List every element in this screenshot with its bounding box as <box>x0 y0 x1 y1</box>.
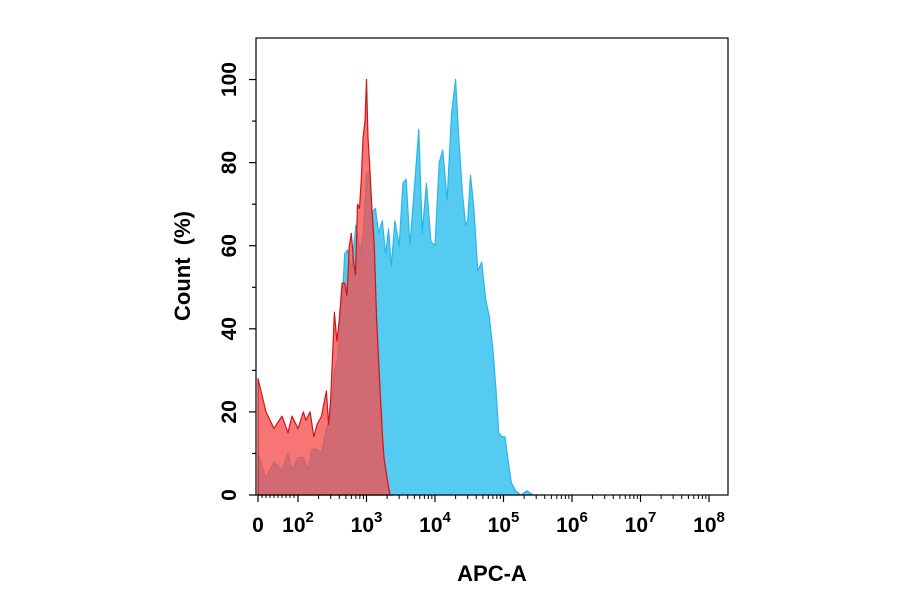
x-tick-label: 0 <box>252 514 264 537</box>
x-tick-label: 102 <box>282 509 314 537</box>
x-axis-title: APC-A <box>457 561 527 586</box>
y-tick-label: 20 <box>218 400 241 423</box>
y-tick-label: 40 <box>218 317 241 340</box>
x-tick-label: 108 <box>693 509 725 537</box>
y-axis-title: Count (%) <box>170 211 195 321</box>
plot-frame <box>255 37 729 496</box>
x-tick-label: 105 <box>488 509 520 537</box>
x-tick-label: 103 <box>351 509 383 537</box>
series-2-area <box>257 78 395 496</box>
x-tick-label: 104 <box>419 509 451 537</box>
y-axis: 0 20 40 60 80 100 <box>218 62 256 501</box>
y-tick-label: 80 <box>218 151 241 174</box>
y-tick-label: 100 <box>218 62 241 97</box>
y-tick-label: 60 <box>218 234 241 257</box>
x-tick-label: 106 <box>556 509 588 537</box>
y-tick-label: 0 <box>218 489 241 501</box>
x-tick-label: 107 <box>625 509 657 537</box>
x-axis: 0 102 103 104 105 106 107 108 <box>252 495 725 537</box>
series-layer <box>257 78 546 496</box>
